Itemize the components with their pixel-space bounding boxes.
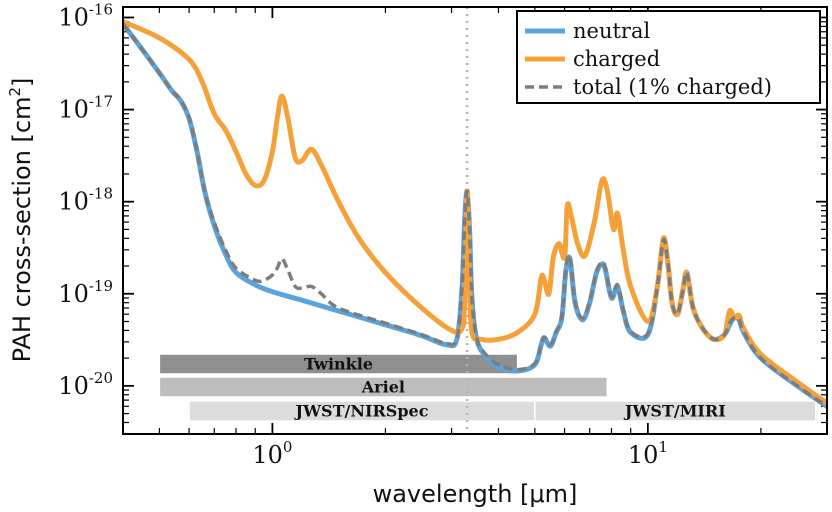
y-axis-title-exp: 2 xyxy=(6,87,24,97)
y-tick-label-exp: -19 xyxy=(89,277,113,295)
plot-frame xyxy=(122,6,828,435)
legend-label: neutral xyxy=(573,19,650,43)
y-tick-label: 10-16 xyxy=(58,0,113,31)
legend-label: charged xyxy=(573,47,660,71)
y-tick-label-base: 10 xyxy=(58,372,89,400)
x-tick-label-exp: 0 xyxy=(283,438,293,456)
band-ariel xyxy=(158,376,609,398)
y-tick-label-exp: -17 xyxy=(89,93,113,111)
legend: neutral charged total (1% charged) xyxy=(516,10,821,104)
legend-label: total (1% charged) xyxy=(573,75,772,99)
band-label: JWST/MIRI xyxy=(623,402,726,421)
y-tick-label-exp: -18 xyxy=(89,185,113,203)
band-label: Ariel xyxy=(361,378,405,397)
y-axis-title-base: PAH cross-section [cm xyxy=(8,97,36,363)
band-twinkle xyxy=(158,353,519,375)
y-tick-label-base: 10 xyxy=(58,188,89,216)
y-tick-label-base: 10 xyxy=(58,96,89,124)
x-tick-label-exp: 1 xyxy=(658,438,668,456)
instrument-bands: Twinkle Ariel JWST/NIRSpec JWST/MIRI xyxy=(158,353,817,422)
y-tick-label: 10-19 xyxy=(58,277,113,308)
y-tick-label: 10-17 xyxy=(58,93,113,124)
band-label: JWST/NIRSpec xyxy=(294,402,429,421)
series-line-charged xyxy=(123,19,827,406)
y-tick-label-base: 10 xyxy=(58,3,89,31)
x-tick-labels: 100 101 xyxy=(252,438,668,469)
y-axis-title-close: ] xyxy=(8,78,36,87)
x-tick-label: 101 xyxy=(628,438,668,469)
y-tick-label-exp: -20 xyxy=(89,369,113,387)
band-jwst-miri xyxy=(534,400,817,422)
x-tick-label: 100 xyxy=(252,438,292,469)
band-label: Twinkle xyxy=(304,355,373,374)
y-tick-label-exp: -16 xyxy=(89,0,113,18)
y-axis-title: PAH cross-section [cm2] xyxy=(6,78,36,363)
y-tick-label: 10-20 xyxy=(58,369,113,400)
legend-box xyxy=(516,10,821,104)
series-lines xyxy=(123,19,827,409)
x-tick-label-base: 10 xyxy=(252,441,283,469)
y-tick-label-base: 10 xyxy=(58,280,89,308)
y-tick-label: 10-18 xyxy=(58,185,113,216)
x-axis-title: wavelength [μm] xyxy=(373,480,578,508)
series-line-total xyxy=(123,22,827,408)
x-tick-label-base: 10 xyxy=(628,441,659,469)
